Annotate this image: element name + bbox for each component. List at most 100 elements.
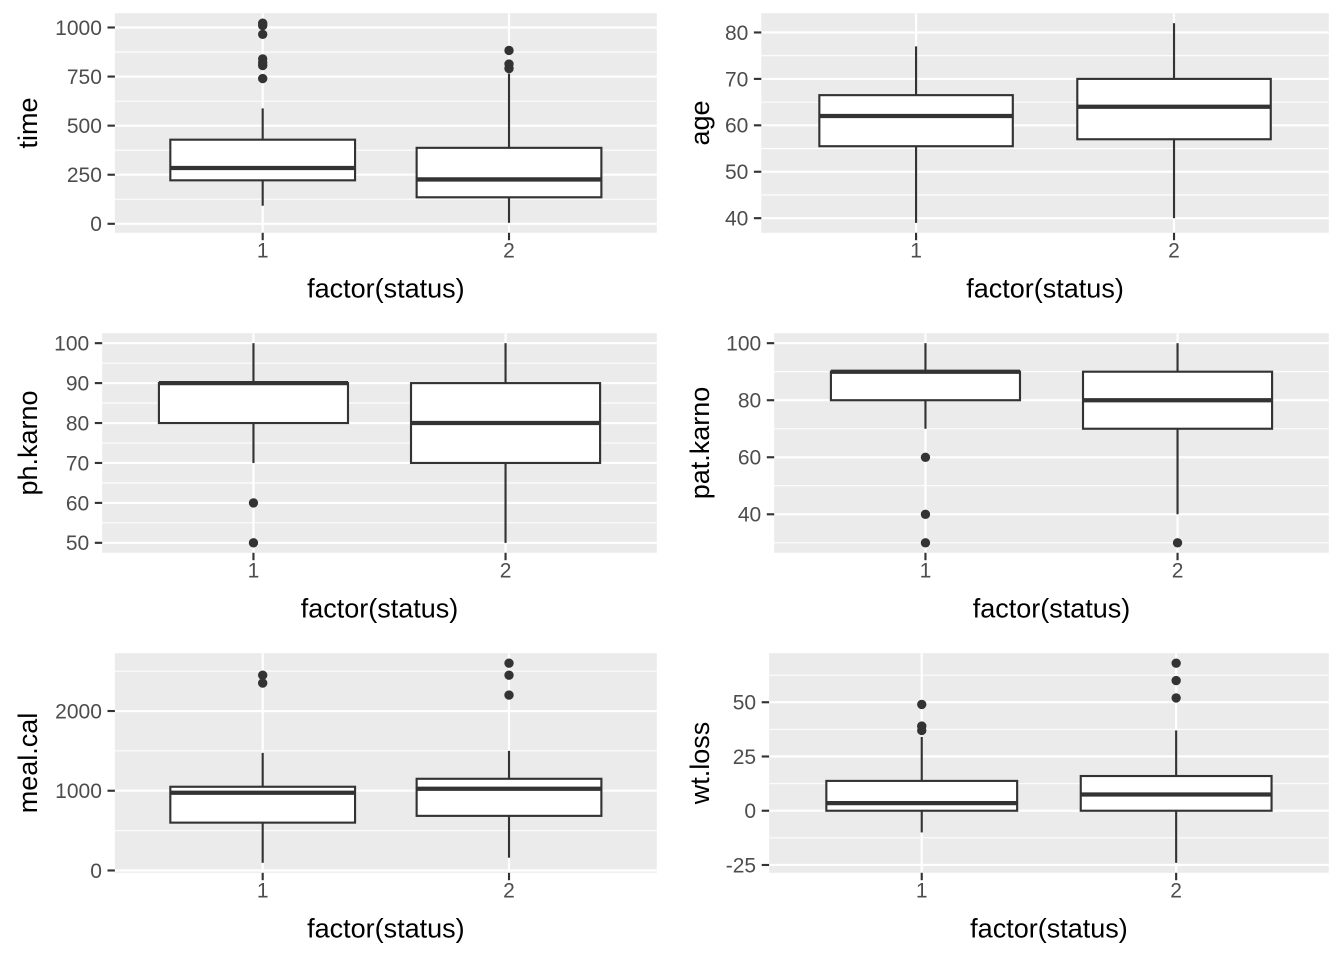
x-tick-label: 2 — [1168, 240, 1180, 263]
x-tick-label: 1 — [257, 880, 269, 903]
box-iqr — [415, 146, 603, 199]
outlier-point — [1171, 693, 1181, 703]
y-tick-label: -25 — [726, 854, 756, 877]
y-tick-label: 70 — [66, 452, 89, 475]
box-iqr — [157, 382, 350, 425]
outlier-point — [258, 18, 268, 28]
outlier-point — [917, 725, 927, 736]
y-tick-label: 40 — [725, 208, 748, 231]
x-tick-label: 2 — [1170, 880, 1182, 903]
x-tick-label: 2 — [503, 240, 515, 263]
panel-canvas-time: 0 250 500 750 1000 1 2 factor(status) time — [13, 13, 657, 304]
subplot-wt-loss: -25 0 25 50 1 2 factor(status) wt.loss — [672, 640, 1344, 960]
x-tick-label: 1 — [248, 560, 260, 583]
y-tick-label: 0 — [744, 800, 756, 823]
outlier-point — [504, 658, 514, 668]
x-axis-title: factor(status) — [970, 914, 1128, 944]
boxplot-time-status-1 — [169, 18, 357, 206]
x-axis-title: factor(status) — [307, 274, 465, 304]
y-tick-label: 80 — [738, 390, 761, 413]
outlier-point — [258, 678, 268, 688]
boxplot-ph.karno-status-2 — [409, 343, 602, 543]
boxplot-wt.loss-status-1 — [825, 699, 1019, 833]
panel-canvas-pat.karno: 40 60 80 100 1 2 factor(status) pat.karno — [685, 333, 1329, 624]
outlier-point — [920, 509, 931, 519]
y-tick-label: 50 — [733, 692, 756, 715]
y-tick-label: 60 — [738, 447, 761, 470]
panel-background — [114, 653, 657, 873]
outlier-point — [504, 670, 514, 680]
outlier-point — [1171, 675, 1181, 686]
y-tick-label: 60 — [66, 492, 89, 515]
y-tick-label: 40 — [738, 504, 761, 527]
y-tick-label: 1000 — [55, 17, 102, 40]
outlier-point — [504, 45, 514, 56]
y-tick-label: 80 — [725, 22, 748, 45]
y-tick-label: 250 — [67, 164, 102, 187]
y-tick-label: 70 — [725, 68, 748, 91]
x-axis-title: factor(status) — [973, 594, 1131, 624]
y-tick-label: 0 — [90, 213, 102, 236]
outlier-point — [258, 29, 268, 40]
y-axis-title: meal.cal — [13, 713, 43, 814]
subplot-ph-karno: 50 60 70 80 90 100 1 2 factor(status) ph.karno — [0, 320, 672, 640]
panel-canvas-ph.karno: 50 60 70 80 90 100 1 2 factor(status) ph.karno — [13, 333, 657, 624]
outlier-point — [258, 670, 268, 680]
boxplot-wt.loss-status-2 — [1079, 658, 1273, 863]
y-axis-title: age — [685, 100, 715, 145]
subplot-pat-karno: 40 60 80 100 1 2 factor(status) pat.karno — [672, 320, 1344, 640]
panel-background — [774, 333, 1329, 553]
y-tick-label: 90 — [66, 373, 89, 396]
y-tick-label: 100 — [54, 333, 89, 356]
x-axis-title: factor(status) — [966, 274, 1124, 304]
panel-canvas-age: 40 50 60 70 80 1 2 factor(status) age — [685, 13, 1329, 304]
panel-canvas-meal.cal: 0 1000 2000 1 2 factor(status) meal.cal — [13, 653, 657, 944]
x-tick-label: 1 — [916, 880, 928, 903]
outlier-point — [920, 452, 931, 462]
outlier-point — [1171, 658, 1181, 668]
y-tick-label: 50 — [725, 161, 748, 184]
boxplot-ph.karno-status-1 — [157, 343, 350, 548]
panel-background — [769, 653, 1329, 873]
boxplot-pat.karno-status-2 — [1081, 343, 1274, 548]
box-iqr — [1076, 77, 1272, 141]
outlier-point — [258, 73, 268, 84]
y-axis-title: time — [13, 97, 43, 148]
outlier-point — [504, 690, 514, 700]
y-axis-title: pat.karno — [685, 387, 715, 500]
subplot-time: 0 250 500 750 1000 1 2 factor(status) time — [0, 0, 672, 320]
outlier-point — [258, 54, 268, 64]
outlier-point — [248, 538, 259, 548]
outlier-point — [1172, 538, 1183, 548]
y-tick-label: 500 — [67, 115, 102, 138]
x-tick-label: 2 — [500, 560, 512, 583]
box-iqr — [818, 94, 1014, 148]
panel-background — [114, 13, 657, 233]
boxplot-age-status-1 — [818, 46, 1014, 223]
boxplot-pat.karno-status-1 — [829, 343, 1022, 548]
outlier-point — [504, 59, 514, 69]
boxplot-meal.cal-status-2 — [415, 658, 603, 858]
box-iqr — [415, 777, 603, 817]
box-iqr — [169, 138, 357, 182]
y-tick-label: 750 — [67, 66, 102, 89]
x-axis-title: factor(status) — [307, 914, 465, 944]
outlier-point — [917, 699, 927, 710]
boxplot-time-status-2 — [415, 45, 603, 223]
subplot-meal-cal: 0 1000 2000 1 2 factor(status) meal.cal — [0, 640, 672, 960]
x-tick-label: 2 — [503, 880, 515, 903]
x-axis-title: factor(status) — [301, 594, 459, 624]
panel-canvas-wt.loss: -25 0 25 50 1 2 factor(status) wt.loss — [685, 653, 1329, 944]
y-tick-label: 2000 — [55, 700, 102, 723]
y-axis-title: ph.karno — [13, 390, 43, 495]
outlier-point — [920, 538, 931, 548]
y-tick-label: 60 — [725, 115, 748, 138]
x-tick-label: 1 — [257, 240, 269, 263]
x-tick-label: 1 — [910, 240, 922, 263]
box-iqr — [829, 370, 1022, 402]
y-tick-label: 50 — [66, 532, 89, 555]
y-tick-label: 0 — [90, 860, 102, 883]
outlier-point — [248, 498, 259, 508]
y-tick-label: 25 — [733, 746, 756, 769]
